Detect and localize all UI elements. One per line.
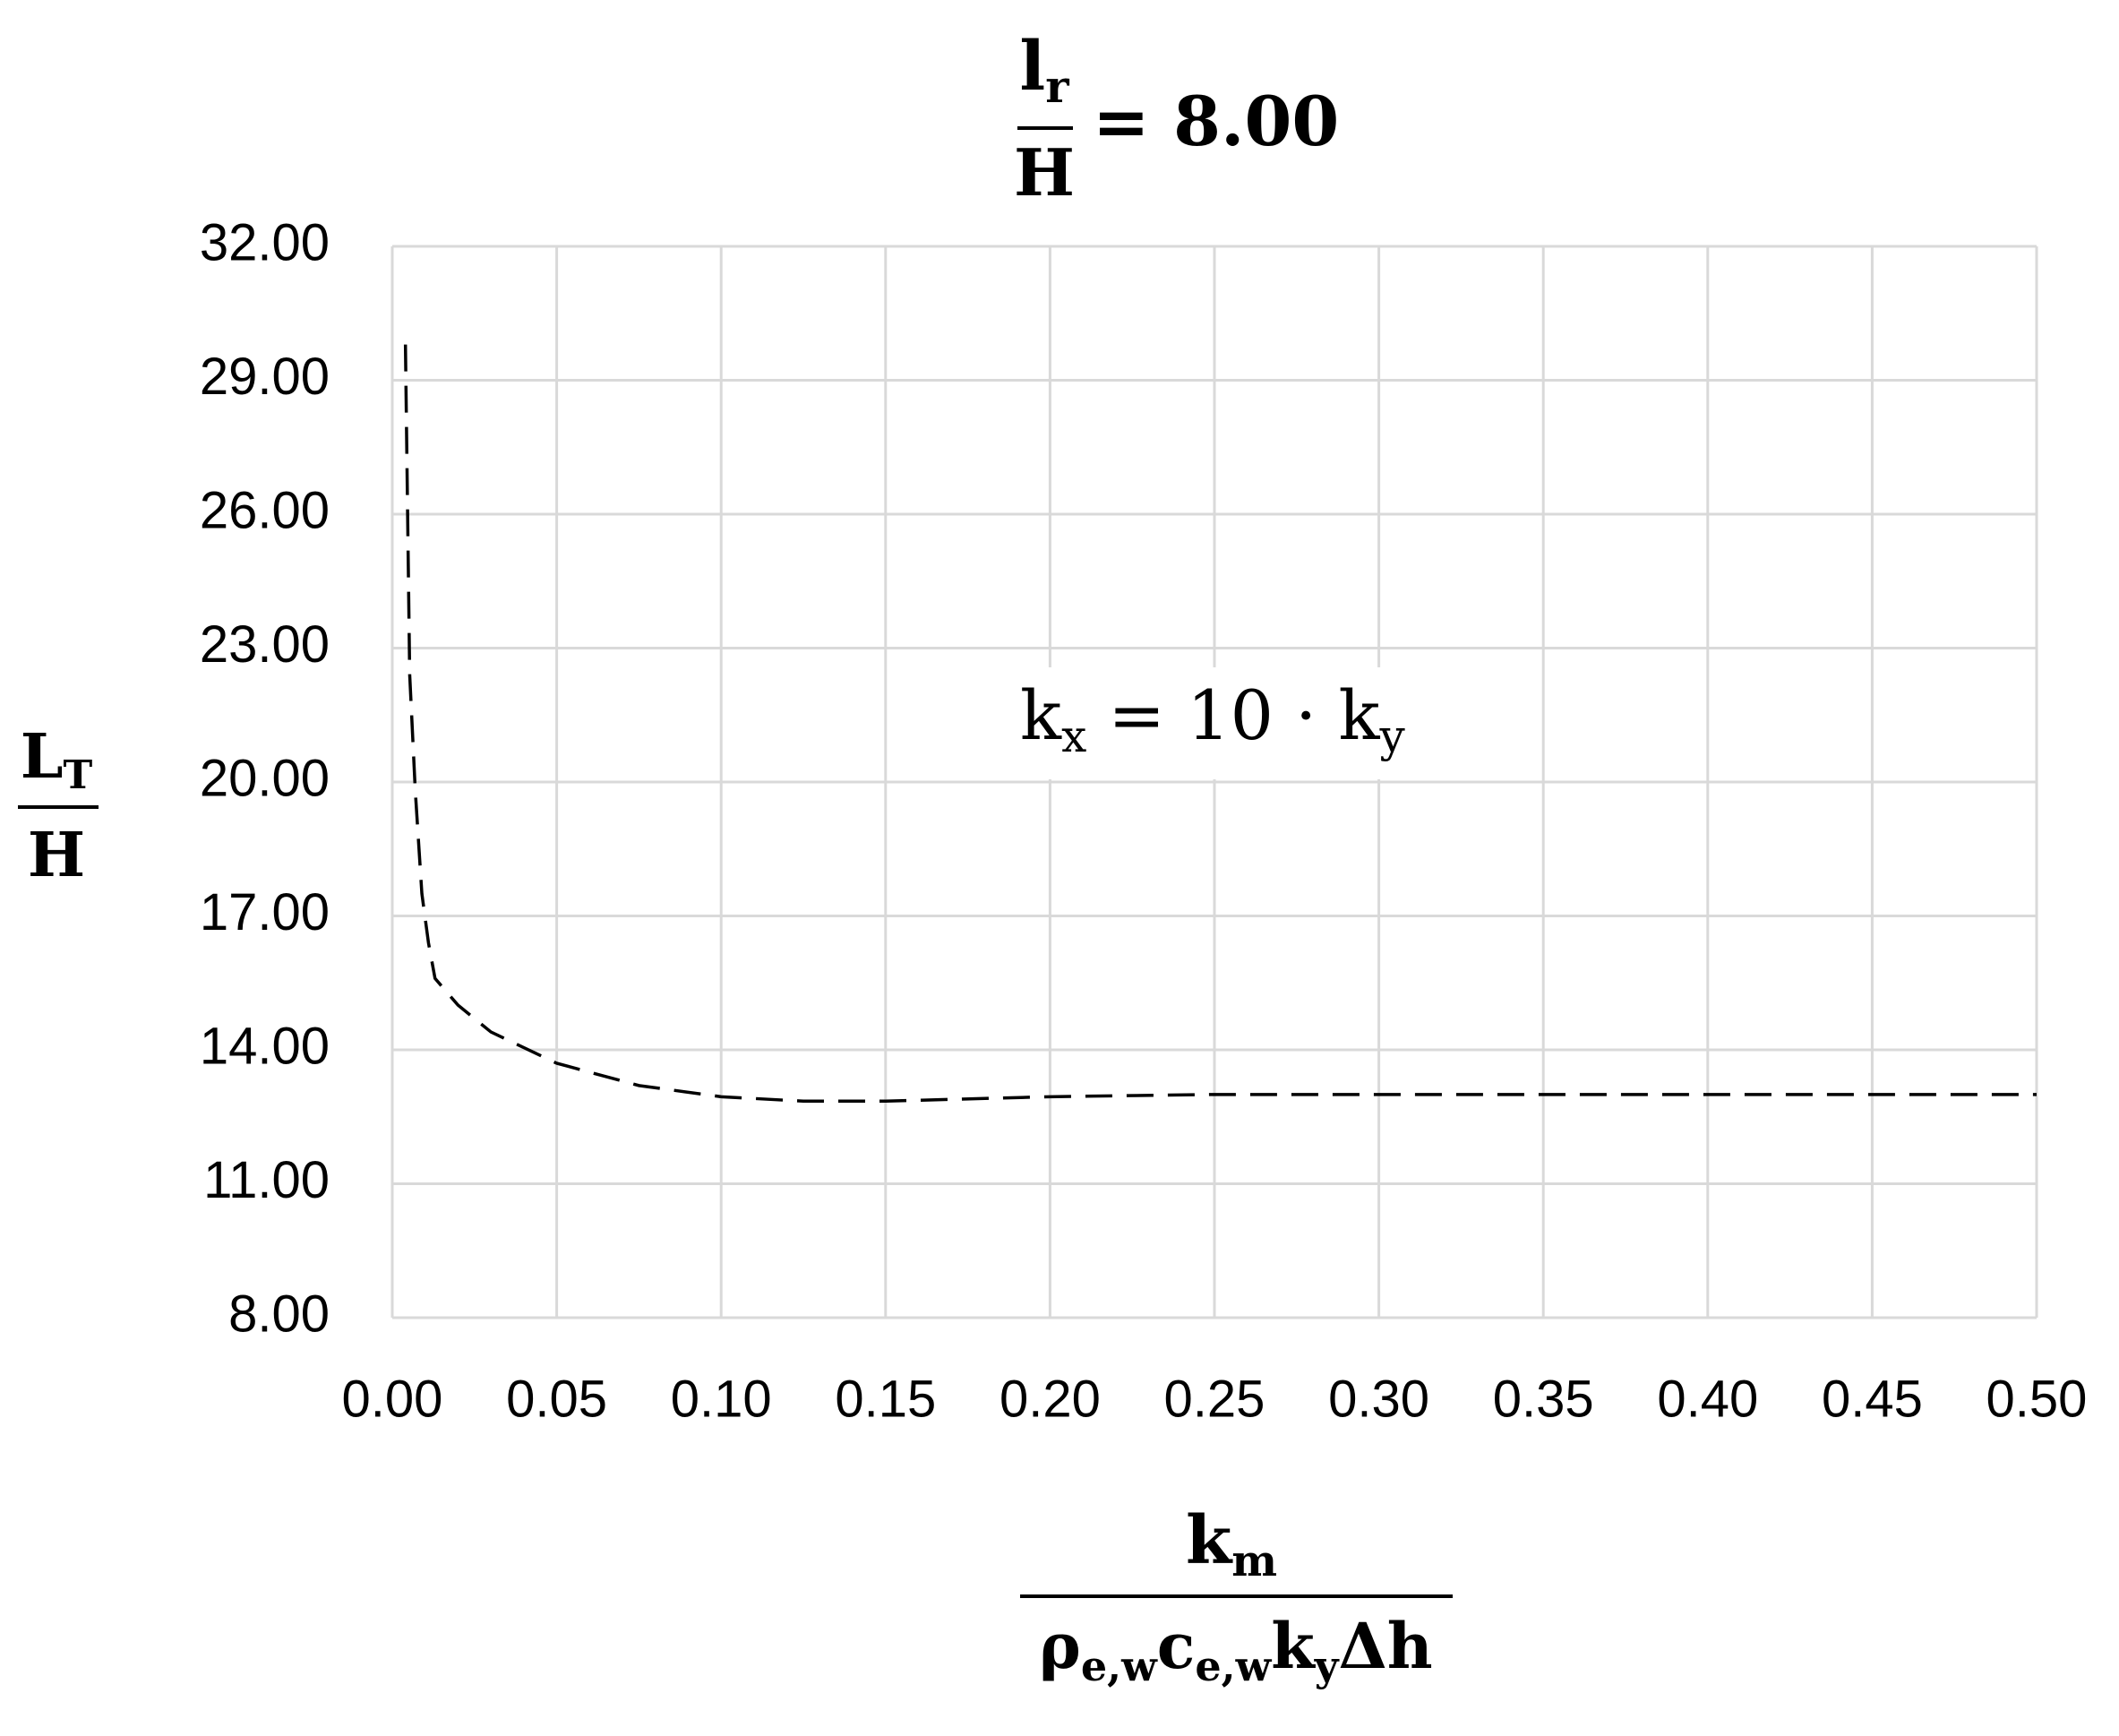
x-label-sub: e,w [1081, 1642, 1158, 1690]
x-tick-label: 0.10 [671, 1370, 772, 1428]
x-tick-label: 0.25 [1164, 1370, 1265, 1428]
annotation-sub: x [1061, 710, 1086, 762]
y-tick-label: 14.00 [200, 1017, 330, 1075]
x-label-part: Δh [1339, 1609, 1433, 1683]
annotation-sub: y [1379, 710, 1406, 762]
x-label: km [1186, 1502, 1277, 1586]
data-line [403, 344, 2037, 1104]
y-tick-label: 17.00 [200, 883, 330, 941]
x-tick-label: 0.50 [1986, 1370, 2088, 1428]
x-label-sub: y [1314, 1642, 1340, 1690]
annotation-part: k [1020, 675, 1062, 755]
y-tick-label: 32.00 [200, 213, 330, 271]
x-label-part: ρ [1039, 1609, 1081, 1683]
x-tick-label: 0.45 [1822, 1370, 1923, 1428]
y-tick-label: 29.00 [200, 348, 330, 406]
x-label-part: c [1157, 1609, 1196, 1683]
title-numerator-sub: r [1045, 60, 1069, 113]
y-label-numerator: L [21, 721, 64, 793]
title-denominator: H [1014, 134, 1075, 211]
y-tick-label: 11.00 [203, 1151, 330, 1209]
title: lr [1019, 26, 1069, 113]
x-label-denominator: ρe,wce,wkyΔh [1039, 1609, 1432, 1690]
x-tick-label: 0.35 [1493, 1370, 1594, 1428]
x-tick-label: 0.30 [1328, 1370, 1429, 1428]
title-numerator: l [1019, 26, 1045, 106]
x-tick-label: 0.00 [342, 1370, 443, 1428]
y-label: LT [21, 721, 93, 798]
ticks: 8.00 11.00 14.00 17.00 20.00 23.00 26.00 29.00 3… [200, 213, 2088, 1428]
y-label-numerator-sub: T [64, 752, 93, 798]
y-tick-label: 8.00 [228, 1285, 330, 1343]
y-tick-label: 23.00 [200, 615, 330, 674]
title-rhs: = 8.00 [1093, 82, 1339, 161]
x-label-part: k [1271, 1609, 1316, 1683]
x-tick-label: 0.40 [1657, 1370, 1758, 1428]
x-tick-label: 0.20 [999, 1370, 1101, 1428]
grid [390, 245, 2038, 1319]
y-tick-label: 20.00 [200, 749, 330, 807]
annotation: kx = 10 · ky [1020, 675, 1406, 762]
x-label-numerator: k [1186, 1502, 1233, 1579]
y-tick-label: 26.00 [200, 481, 330, 539]
y-label-denominator: H [28, 820, 85, 891]
x-tick-label: 0.05 [506, 1370, 607, 1428]
x-label-numerator-sub: m [1231, 1536, 1277, 1586]
annotation-background [1012, 667, 1406, 779]
annotation-part: = 10 · k [1086, 675, 1380, 755]
x-label-sub: e,w [1195, 1642, 1272, 1690]
marks [403, 344, 2037, 1104]
x-tick-label: 0.15 [835, 1370, 936, 1428]
